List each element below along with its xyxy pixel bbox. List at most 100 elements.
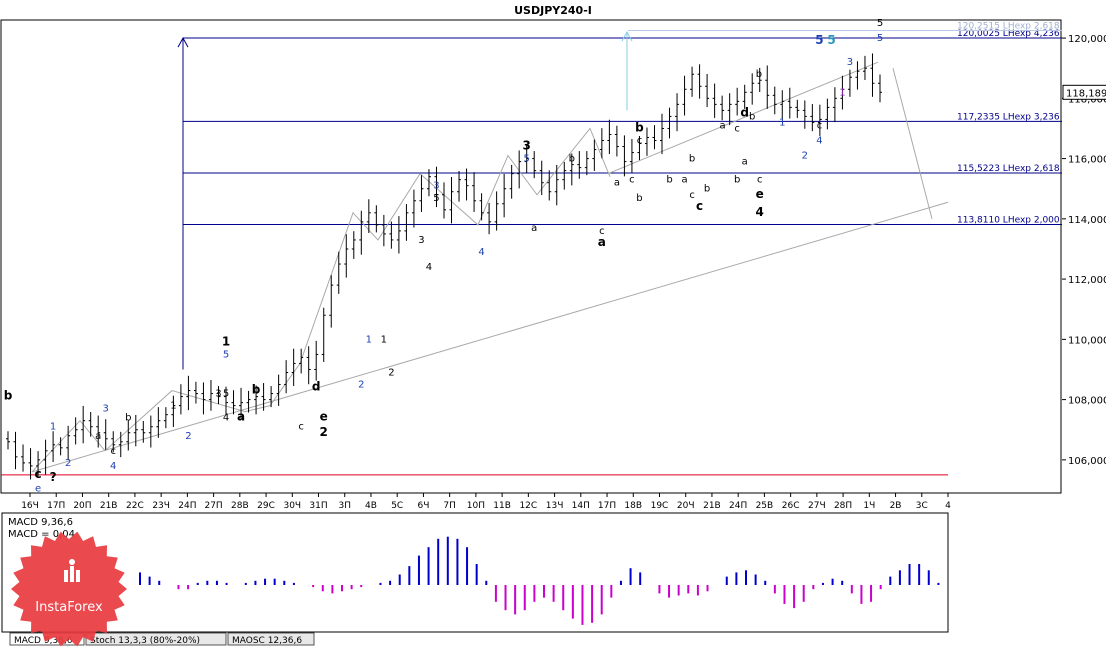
- time-tick-label: 13Ч: [546, 501, 564, 511]
- time-tick-label: 28П: [834, 501, 852, 511]
- time-tick-label: 1Ч: [863, 501, 875, 511]
- price-bar: [802, 100, 807, 129]
- price-bar: [637, 135, 642, 161]
- price-bar: [254, 385, 259, 415]
- price-tick-label: 120,000: [1068, 34, 1106, 45]
- price-bar: [870, 53, 875, 97]
- trendline-long: [31, 201, 949, 473]
- macd-panel-frame: [1, 512, 949, 633]
- wave-label: c: [629, 175, 635, 186]
- instaforex-logo: InstaForex: [4, 530, 134, 648]
- wave-label: a: [598, 235, 606, 249]
- wave-label: c: [298, 422, 304, 433]
- wave-label: 5: [827, 33, 835, 47]
- wave-label: 3: [215, 389, 221, 400]
- current-price-box: [1062, 84, 1106, 100]
- price-bar: [66, 425, 71, 461]
- price-bar: [36, 451, 41, 476]
- time-tick-label: 21В: [100, 501, 118, 511]
- wave-label: 3: [418, 235, 424, 246]
- price-bar: [208, 380, 213, 411]
- wave-label: a: [95, 431, 101, 442]
- wave-label: c: [110, 446, 116, 457]
- wave-label: a: [742, 157, 748, 168]
- wave-label: 5: [877, 33, 883, 44]
- wave-label: 1: [50, 422, 56, 433]
- time-tick-label: 14П: [572, 501, 590, 511]
- indicator-tab-label: MAOSC 12,36,6: [232, 636, 302, 646]
- wave-label: 2: [320, 425, 328, 439]
- wave-label: 1: [170, 401, 176, 412]
- wave-label: ?: [50, 470, 57, 484]
- price-bar: [404, 204, 409, 241]
- time-tick-label: 2В: [890, 501, 902, 511]
- price-axis: 106,000 108,000 110,000 112,000 114,000 116,0…: [1062, 34, 1106, 467]
- chart-title: USDJPY240-I: [514, 4, 592, 17]
- price-bar: [472, 172, 477, 212]
- price-bar: [449, 176, 454, 224]
- wave-label: c: [637, 136, 643, 147]
- wave-label: b: [749, 111, 755, 122]
- time-tick-label: 3С: [916, 501, 928, 511]
- time-tick-label: 5С: [391, 501, 403, 511]
- price-bar: [28, 448, 33, 480]
- time-tick-label: 27Ч: [808, 501, 826, 511]
- price-bar: [51, 431, 56, 462]
- price-bar: [133, 414, 138, 447]
- price-bar: [562, 161, 567, 190]
- projection-line: [892, 68, 933, 219]
- wave-label: b: [689, 154, 695, 165]
- price-bar: [148, 415, 153, 448]
- wave-label: 5: [433, 193, 439, 204]
- price-bar: [171, 395, 176, 428]
- price-bar: [261, 383, 266, 411]
- wave-label: b: [635, 120, 644, 134]
- price-bar: [442, 182, 446, 219]
- price-bar: [607, 119, 612, 155]
- fib-level-label: 120,0025 LHexp 4,236: [957, 29, 1060, 39]
- wave-label: 5: [223, 389, 229, 400]
- price-tick-label: 114,000: [1068, 215, 1106, 226]
- price-bar: [720, 95, 725, 121]
- time-tick-label: 10П: [467, 501, 485, 511]
- price-bar: [201, 382, 206, 415]
- price-bar: [765, 65, 770, 109]
- wave-label: e: [35, 483, 41, 494]
- price-bar: [426, 169, 431, 197]
- time-tick-label: 17П: [47, 501, 65, 511]
- time-tick-label: 20П: [73, 501, 91, 511]
- time-tick-label: 3П: [338, 501, 351, 511]
- price-bar: [366, 199, 371, 234]
- indicator-tab[interactable]: [227, 632, 315, 646]
- price-bar: [96, 415, 101, 448]
- price-bar: [660, 113, 664, 155]
- price-bar: [58, 437, 63, 456]
- price-bar: [667, 107, 672, 139]
- price-bar: [502, 173, 507, 218]
- price-bar: [186, 375, 191, 411]
- price-tick-label: 106,000: [1068, 456, 1106, 467]
- price-bar: [810, 104, 815, 132]
- price-bar: [780, 90, 785, 120]
- price-bar: [539, 160, 544, 196]
- price-bar: [795, 99, 800, 118]
- fib-level-label: 117,2335 LHexp 3,236: [957, 112, 1060, 122]
- wave-zigzag: [31, 127, 611, 473]
- price-bar: [644, 127, 649, 156]
- wave-label: b: [252, 383, 261, 397]
- time-tick-label: 4: [945, 501, 951, 511]
- price-bar: [141, 420, 146, 443]
- price-bar: [224, 386, 228, 415]
- price-bar: [13, 431, 18, 470]
- time-tick-label: 11В: [493, 501, 511, 511]
- price-bar: [735, 87, 740, 116]
- impulse-arrow-head: [177, 37, 189, 48]
- price-bar: [750, 73, 755, 105]
- price-bar: [487, 202, 492, 235]
- price-bar: [118, 431, 123, 458]
- time-tick-label: 24П: [178, 501, 196, 511]
- wave-label: 1: [779, 117, 785, 128]
- price-bar: [246, 390, 251, 413]
- indicator-tab[interactable]: [85, 632, 227, 646]
